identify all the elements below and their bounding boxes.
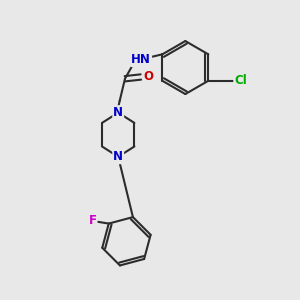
Text: Cl: Cl — [234, 74, 247, 87]
Text: N: N — [113, 150, 123, 163]
Text: O: O — [143, 70, 153, 83]
Text: N: N — [113, 106, 123, 119]
Text: HN: HN — [131, 53, 151, 66]
Text: F: F — [88, 214, 97, 227]
